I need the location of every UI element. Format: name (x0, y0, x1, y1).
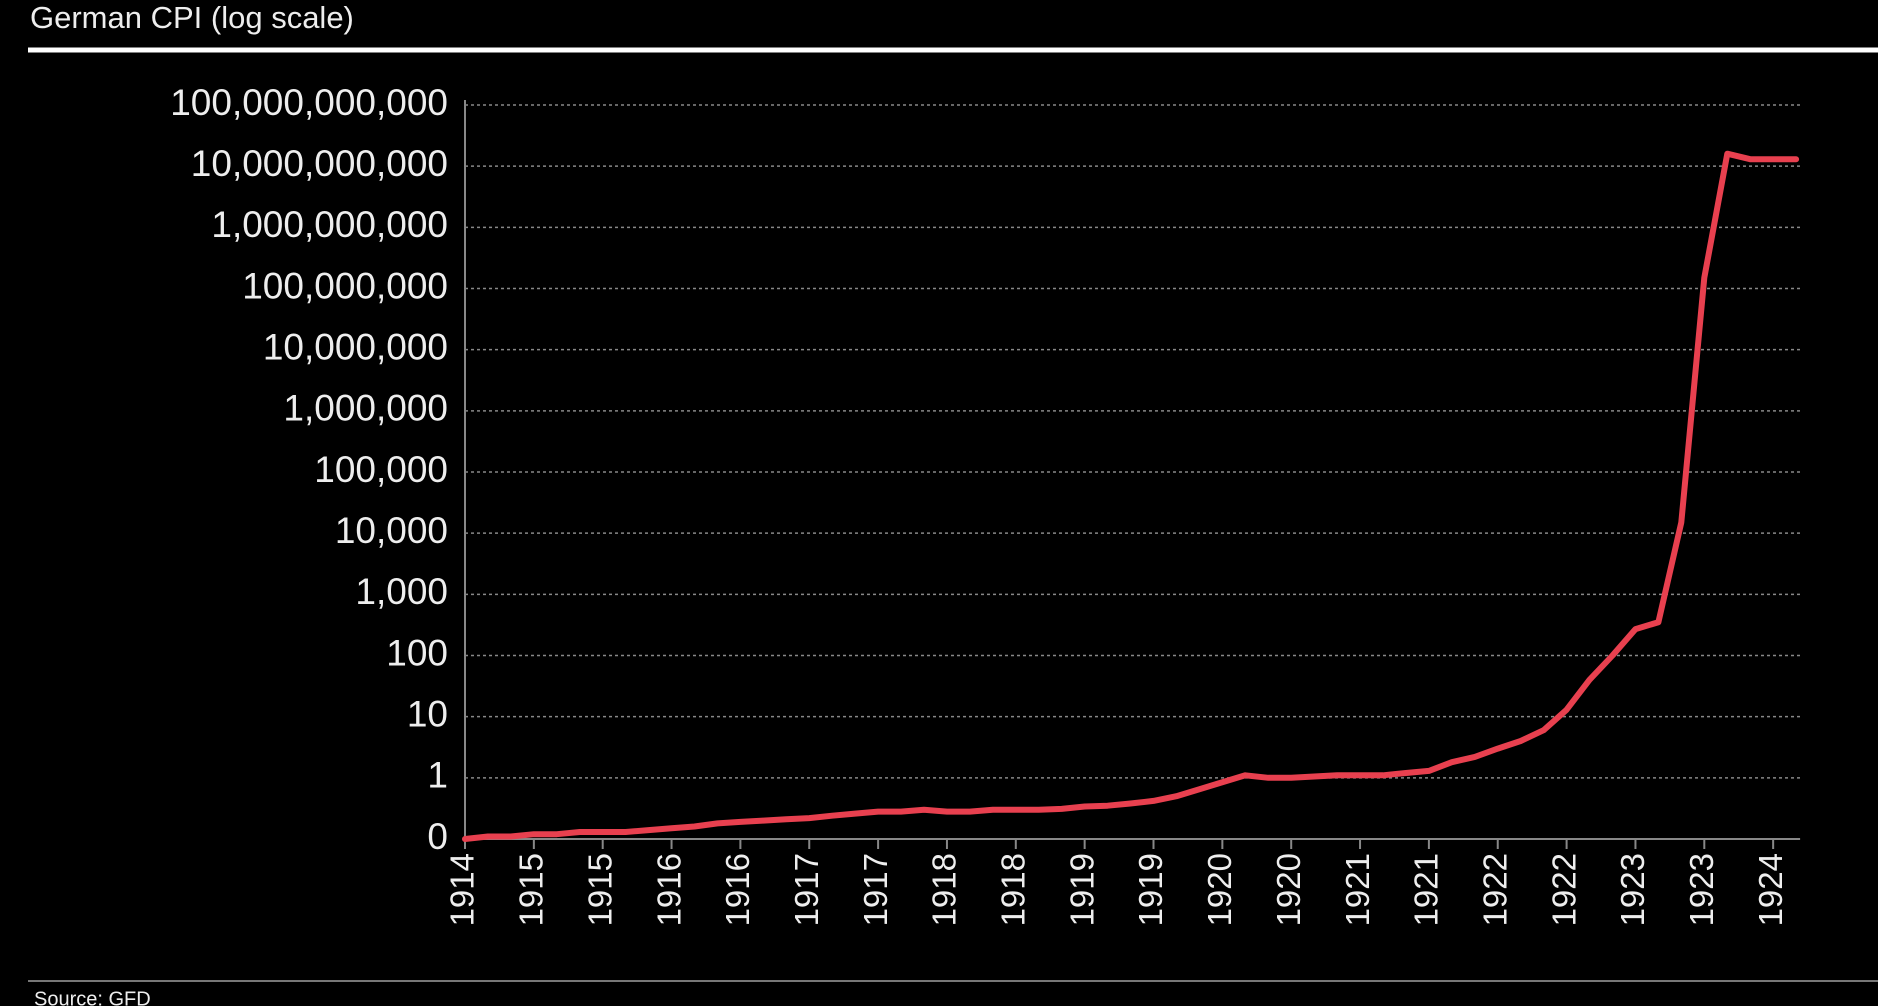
y-tick-label: 1 (427, 755, 448, 796)
y-tick-label: 100,000,000 (242, 265, 448, 306)
x-tick-label: 1920 (1270, 853, 1307, 926)
x-tick-label: 1916 (650, 853, 687, 926)
y-tick-label: 1,000,000 (283, 388, 448, 429)
x-tick-label: 1922 (1476, 853, 1513, 926)
y-tick-label: 100 (386, 632, 448, 673)
x-tick-label: 1919 (1132, 853, 1169, 926)
y-tick-label: 10,000,000 (263, 326, 448, 367)
x-tick-label: 1914 (444, 853, 481, 926)
x-tick-label: 1918 (926, 853, 963, 926)
x-tick-label: 1922 (1545, 853, 1582, 926)
x-tick-label: 1918 (995, 853, 1032, 926)
x-tick-label: 1916 (719, 853, 756, 926)
y-tick-label: 100,000 (314, 449, 448, 490)
y-tick-label: 10,000,000,000 (191, 143, 448, 184)
y-tick-label: 1,000,000,000 (211, 204, 448, 245)
y-tick-label: 1,000 (355, 571, 448, 612)
x-tick-label: 1921 (1339, 853, 1376, 926)
x-tick-label: 1917 (788, 853, 825, 926)
x-tick-label: 1917 (857, 853, 894, 926)
x-tick-label: 1923 (1614, 853, 1651, 926)
x-tick-label: 1919 (1063, 853, 1100, 926)
x-tick-label: 1915 (581, 853, 618, 926)
y-tick-label: 10,000 (335, 510, 448, 551)
source-note: Source: GFD (34, 988, 151, 1006)
x-tick-label: 1920 (1201, 853, 1238, 926)
x-tick-label: 1915 (513, 853, 550, 926)
y-tick-label: 100,000,000,000 (170, 82, 448, 123)
cpi-line (462, 150, 1800, 842)
chart-title: German CPI (log scale) (30, 0, 354, 35)
y-tick-label: 0 (427, 816, 448, 857)
y-tick-label: 10 (407, 693, 448, 734)
x-tick-label: 1923 (1683, 853, 1720, 926)
x-tick-label: 1921 (1408, 853, 1445, 926)
x-tick-label: 1924 (1752, 853, 1789, 926)
